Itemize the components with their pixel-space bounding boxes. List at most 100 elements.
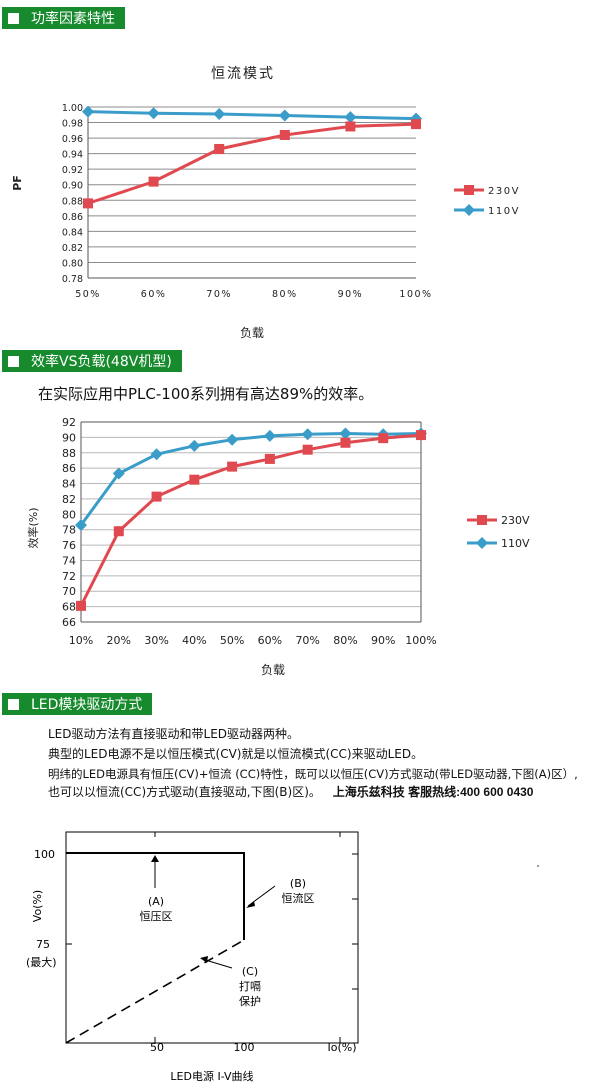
data-point-110v: [188, 439, 201, 452]
x-tick-label: 50%: [220, 634, 244, 647]
y-tick-label: 0.78: [62, 274, 83, 285]
legend-label-230v: 230V: [501, 514, 530, 527]
y-tick-label: 0.90: [62, 181, 83, 192]
data-point-110v: [344, 111, 357, 124]
data-point-230v: [83, 198, 93, 209]
square-bullet-icon: [8, 12, 19, 24]
section-header-led: LED模块驱动方式: [2, 693, 153, 715]
y-tick-label: 0.86: [62, 212, 83, 223]
x-tick-label: 60%: [258, 634, 282, 647]
data-point-230v: [227, 461, 238, 472]
y-tick-label: 0.84: [62, 227, 83, 238]
y-label-75: 75: [36, 938, 50, 951]
data-point-110v: [263, 429, 276, 442]
x-tick-label: 100%: [399, 289, 432, 300]
chart-title: 恒流模式: [211, 66, 275, 82]
y-axis-label: 效率(%): [26, 507, 40, 548]
x-tick-label: 50%: [75, 289, 101, 300]
x-tick-label: 10%: [69, 634, 93, 647]
y-axis-title: Vo(%): [31, 890, 44, 922]
legend-label-230v: 230V: [488, 186, 520, 197]
square-bullet-icon: [8, 355, 19, 367]
y-tick-label: 70: [62, 585, 76, 598]
data-point-110v: [75, 519, 87, 532]
legend-marker-110v: [476, 537, 488, 549]
hiccup-dashed-line: [65, 939, 245, 1044]
y-tick-label: 76: [62, 539, 76, 552]
arrow-up-icon: [151, 855, 159, 862]
iv-curve-diagram: 100 Vo(%) 75 (最大) 50 100 Io(%) (A) 恒压区 (…: [26, 831, 359, 1083]
y-tick-label: 0.98: [62, 119, 83, 130]
data-point-110v: [147, 107, 160, 120]
section-title: 功率因素特性: [31, 11, 115, 27]
x-tick-label: 80%: [333, 634, 357, 647]
region-c-name-2: 保护: [239, 994, 261, 1008]
x-tick-label: 100%: [405, 634, 436, 647]
cv-cc-curve: [66, 852, 245, 940]
data-point-230v: [279, 129, 290, 140]
x-label-50: 50: [150, 1041, 164, 1054]
x-tick-label: 60%: [141, 289, 167, 300]
square-bullet-icon: [8, 698, 19, 710]
x-tick-label: 40%: [182, 634, 206, 647]
series-line-110v: [87, 110, 417, 121]
data-point-110v: [301, 428, 314, 441]
data-point-110v: [112, 467, 125, 480]
y-tick-label: 74: [62, 554, 76, 567]
data-point-230v: [416, 430, 426, 441]
led-text-line-2: 典型的LED电源不是以恒压模式(CV)就是以恒流模式(CC)来驱动LED。: [48, 747, 424, 761]
data-point-230v: [378, 433, 389, 444]
stray-dot: [537, 865, 539, 867]
legend-label-110v: 110V: [501, 537, 530, 550]
section-title: LED模块驱动方式: [31, 697, 143, 713]
region-b-label: (B): [290, 877, 306, 890]
data-point-230v: [214, 143, 225, 154]
y-tick-label: 82: [62, 493, 76, 506]
y-tick-label: 80: [62, 508, 76, 521]
series-line-110v: [79, 432, 422, 526]
y-tick-label: 1.00: [62, 103, 83, 114]
section-title: 效率VS负载(48V机型): [31, 354, 172, 370]
y-tick-label: 66: [62, 616, 76, 629]
series-line-230v: [87, 122, 417, 205]
data-point-110v: [150, 448, 163, 461]
data-point-230v: [340, 437, 351, 448]
x-axis-label: 负载: [261, 663, 285, 677]
legend-marker-110v: [463, 204, 475, 216]
x-tick-label: 70%: [295, 634, 319, 647]
data-point-110v: [278, 109, 291, 122]
pf-chart: 恒流模式 PF 负载 0.78 0.80 0.82 0.84 0.86 0.88 0.90 0…: [11, 66, 520, 340]
data-point-230v: [76, 600, 86, 611]
x-tick-label: 30%: [144, 634, 168, 647]
data-point-110v: [339, 427, 352, 440]
data-point-110v: [226, 433, 239, 446]
led-text-line-4-body: 也可以以恒流(CC)方式驱动(直接驱动,下图(B)区)。: [48, 785, 321, 799]
y-tick-label: 0.96: [62, 134, 83, 145]
y-tick-label: 86: [62, 462, 76, 475]
data-point-230v: [264, 453, 275, 464]
data-point-230v: [113, 526, 124, 537]
region-a-label: (A): [148, 895, 164, 908]
x-tick-label: 20%: [107, 634, 131, 647]
y-label-75-max: (最大): [26, 955, 57, 969]
data-point-110v: [82, 105, 94, 118]
arrow-left-icon: [246, 901, 255, 908]
arrow-left-icon: [200, 956, 208, 963]
legend-label-110v: 110V: [488, 206, 520, 217]
y-tick-label: 92: [62, 416, 76, 429]
region-a-name: 恒压区: [140, 910, 173, 923]
led-text-line-3: 明纬的LED电源具有恒压(CV)+恒流 (CC)特性，既可以以恒压(CV)方式驱…: [48, 767, 578, 781]
efficiency-chart: 效率(%) 负载 66 68 70 72 74 76 78 80 82 84 86 88 90 92 10%…: [26, 416, 530, 677]
led-text-line-4: 也可以以恒流(CC)方式驱动(直接驱动,下图(B)区)。 上海乐兹科技 客服热线…: [48, 782, 533, 802]
iv-caption: LED电源 I-V曲线: [170, 1069, 253, 1083]
y-tick-label: 78: [62, 524, 76, 537]
section-header-efficiency: 效率VS负载(48V机型): [2, 350, 182, 372]
y-tick-label: 0.94: [62, 150, 83, 161]
y-tick-label: 88: [62, 447, 76, 460]
y-tick-label: 0.82: [62, 243, 83, 254]
y-tick-label: 0.92: [62, 165, 83, 176]
x-tick-label: 70%: [206, 289, 232, 300]
x-axis-title: Io(%): [327, 1041, 356, 1054]
data-point-230v: [345, 121, 356, 132]
y-label-100: 100: [34, 848, 55, 861]
